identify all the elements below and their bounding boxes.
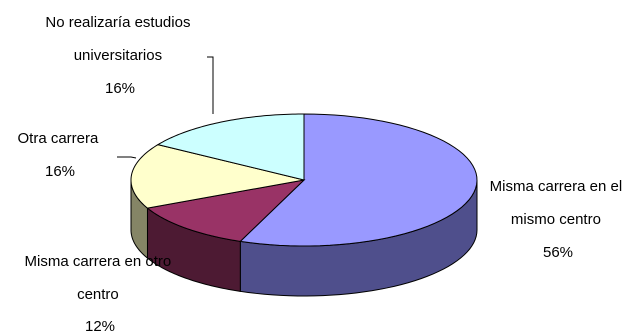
slice-label-misma-carrera-mismo-centro: Misma carrera en el mismo centro 56% xyxy=(490,178,627,261)
slice-otra-carrera xyxy=(130,144,305,209)
leader-line-otra-carrera xyxy=(117,156,137,159)
slice-label-misma-carrera-otro-centro: Misma carrera en otro centro 12% xyxy=(25,253,176,334)
slice-misma-carrera-en-el-mismo-centro xyxy=(239,113,478,247)
pie-sides xyxy=(130,179,478,297)
slice-label-no-realizaria-estudios: No realizaría estudios universitarios 16… xyxy=(45,14,194,97)
pie-slices xyxy=(130,113,478,247)
slice-no-realizaria-estudios-universitarios xyxy=(156,113,305,181)
slice-label-otra-carrera: Otra carrera 16% xyxy=(17,130,102,180)
leader-line-no-realizaria xyxy=(207,56,214,114)
leader-lines xyxy=(117,56,214,159)
slice-misma-carrera-en-otro-centro xyxy=(146,179,306,242)
